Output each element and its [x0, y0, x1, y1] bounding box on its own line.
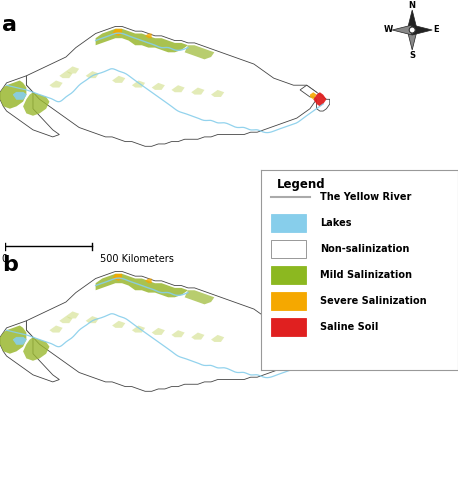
- Text: The Yellow River: The Yellow River: [320, 192, 412, 202]
- Polygon shape: [66, 312, 79, 318]
- Polygon shape: [96, 274, 188, 297]
- Bar: [271, 266, 306, 284]
- Bar: [271, 240, 306, 258]
- Polygon shape: [132, 326, 145, 332]
- Polygon shape: [191, 88, 204, 94]
- Polygon shape: [300, 85, 330, 111]
- Polygon shape: [300, 330, 330, 356]
- Polygon shape: [407, 30, 417, 50]
- Text: Non-salinization: Non-salinization: [320, 244, 409, 254]
- Text: Severe Salinization: Severe Salinization: [320, 296, 427, 306]
- Polygon shape: [49, 80, 63, 87]
- Text: W: W: [383, 26, 393, 35]
- Polygon shape: [152, 328, 165, 335]
- Polygon shape: [23, 92, 49, 116]
- Polygon shape: [86, 316, 99, 323]
- Polygon shape: [60, 316, 72, 323]
- Bar: [271, 318, 306, 336]
- Text: a: a: [2, 15, 17, 35]
- Text: 0: 0: [1, 254, 8, 264]
- Text: Saline Soil: Saline Soil: [320, 322, 378, 332]
- Polygon shape: [313, 337, 327, 351]
- Polygon shape: [0, 80, 27, 108]
- Polygon shape: [310, 92, 316, 100]
- Polygon shape: [13, 92, 27, 100]
- Bar: [271, 292, 306, 310]
- Polygon shape: [49, 326, 63, 332]
- Polygon shape: [171, 330, 185, 337]
- Polygon shape: [13, 337, 27, 344]
- Polygon shape: [132, 80, 145, 87]
- Polygon shape: [96, 29, 188, 52]
- Polygon shape: [112, 274, 122, 281]
- Polygon shape: [60, 71, 72, 78]
- Polygon shape: [0, 321, 60, 382]
- Circle shape: [409, 27, 415, 33]
- Polygon shape: [145, 34, 152, 38]
- Polygon shape: [171, 85, 185, 92]
- Text: Lakes: Lakes: [320, 218, 352, 228]
- Polygon shape: [27, 272, 316, 392]
- Text: S: S: [409, 52, 415, 60]
- Text: Legend: Legend: [277, 178, 326, 191]
- Polygon shape: [152, 83, 165, 90]
- Polygon shape: [313, 92, 327, 106]
- Polygon shape: [412, 25, 432, 35]
- Polygon shape: [0, 76, 60, 137]
- Polygon shape: [112, 76, 125, 83]
- Polygon shape: [392, 25, 412, 35]
- Polygon shape: [145, 278, 152, 283]
- Polygon shape: [310, 337, 316, 344]
- Polygon shape: [211, 90, 224, 97]
- Polygon shape: [185, 46, 214, 60]
- Polygon shape: [185, 290, 214, 304]
- Text: b: b: [2, 255, 18, 275]
- Polygon shape: [211, 335, 224, 342]
- Polygon shape: [23, 337, 49, 361]
- Text: Mild Salinization: Mild Salinization: [320, 270, 412, 280]
- Polygon shape: [112, 321, 125, 328]
- Polygon shape: [191, 332, 204, 340]
- Polygon shape: [66, 66, 79, 73]
- Text: E: E: [434, 26, 439, 35]
- Polygon shape: [407, 10, 417, 30]
- Text: 500 Kilometers: 500 Kilometers: [100, 254, 174, 264]
- Polygon shape: [27, 26, 316, 146]
- Polygon shape: [0, 326, 27, 353]
- Polygon shape: [86, 71, 99, 78]
- Polygon shape: [112, 29, 122, 36]
- Text: N: N: [409, 2, 416, 11]
- Bar: [271, 214, 306, 232]
